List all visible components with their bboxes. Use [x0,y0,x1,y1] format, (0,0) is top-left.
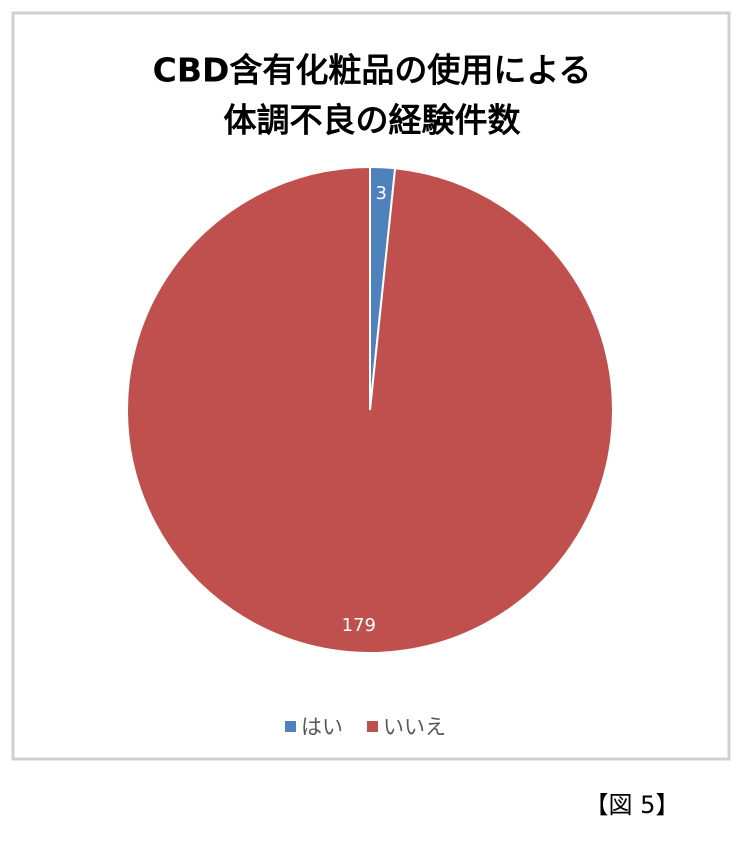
chart-title: CBD含有化粧品の使用による [153,51,592,90]
figure-caption: 【図 5】 [585,791,680,819]
data-label: 3 [375,183,386,204]
legend-swatch [367,721,378,732]
legend-label: いいえ [383,715,446,739]
pie-slice [126,165,614,654]
data-label: 179 [342,615,376,636]
chart-title: 体調不良の経験件数 [224,101,522,140]
legend-label: はい [301,715,343,739]
legend-swatch [285,721,296,732]
